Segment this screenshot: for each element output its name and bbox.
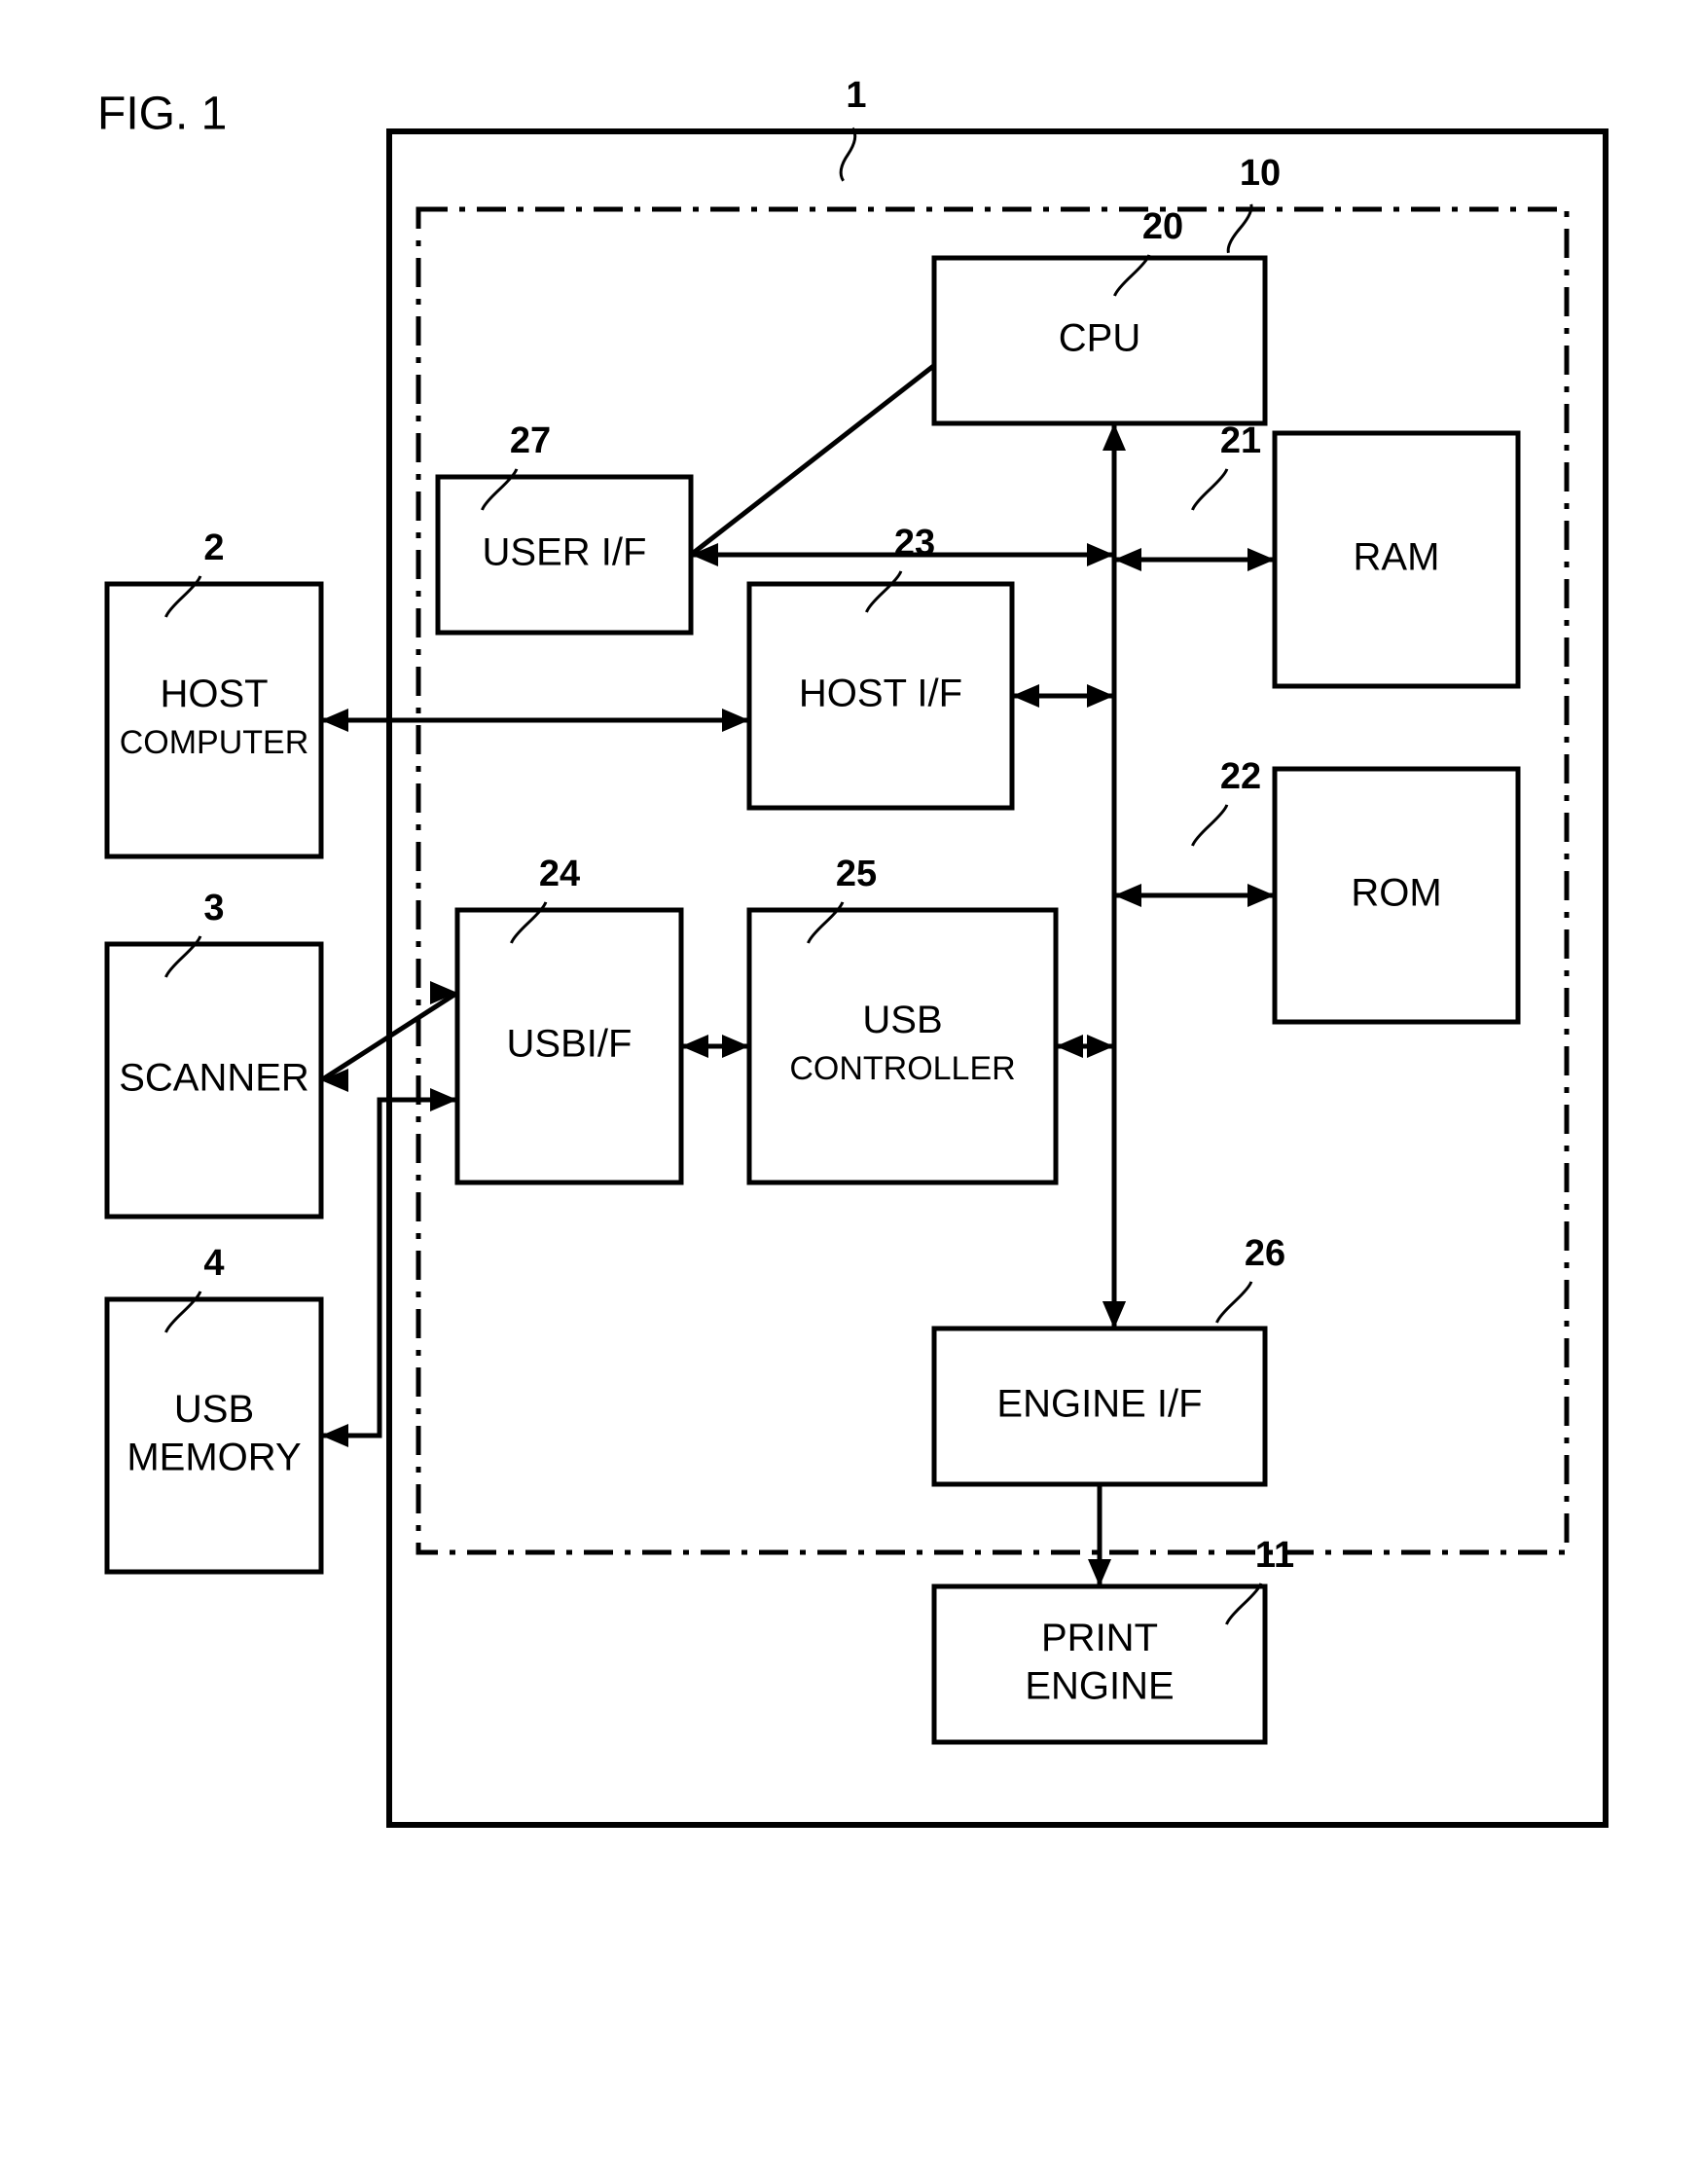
ref-4: 4	[203, 1243, 224, 1284]
usb-controller-block-label1: USB	[862, 999, 942, 1041]
ram-block-label: RAM	[1354, 536, 1440, 579]
ref-3: 3	[203, 888, 224, 928]
host-computer-block-label2: COMPUTER	[120, 724, 309, 761]
host-computer-block	[107, 584, 321, 856]
ref-20: 20	[1142, 206, 1183, 247]
print-engine-block-label1: PRINT	[1041, 1617, 1158, 1659]
user-if-block-label: USER I/F	[483, 531, 647, 574]
ref-24: 24	[539, 854, 580, 894]
usb-memory-block-label1: USB	[174, 1388, 254, 1431]
host-if-block-label: HOST I/F	[799, 673, 962, 715]
print-engine-block-label2: ENGINE	[1025, 1664, 1174, 1707]
usb-if-block-label: USBI/F	[507, 1023, 633, 1066]
rom-block-label: ROM	[1351, 872, 1441, 915]
usb-memory-block-label2: MEMORY	[127, 1436, 301, 1478]
scanner-block-label: SCANNER	[119, 1057, 309, 1100]
usb-controller-block	[749, 910, 1056, 1183]
ref-27: 27	[510, 420, 551, 461]
usb-controller-block-label2: CONTROLLER	[789, 1050, 1015, 1087]
ref-25: 25	[836, 854, 877, 894]
ref-23: 23	[894, 523, 935, 564]
ref-21: 21	[1220, 420, 1261, 461]
engine-if-block-label: ENGINE I/F	[996, 1383, 1202, 1426]
host-computer-block-label1: HOST	[160, 673, 268, 715]
ref-10: 10	[1240, 153, 1281, 194]
ref-2: 2	[203, 528, 224, 568]
ref-11: 11	[1255, 1535, 1294, 1576]
ref-26: 26	[1245, 1233, 1285, 1274]
cpu-block-label: CPU	[1059, 317, 1140, 360]
figure-title: FIG. 1	[97, 89, 227, 140]
ref-1: 1	[846, 75, 866, 116]
ref-22: 22	[1220, 756, 1261, 797]
block-diagram: FIG. 1 CPU RAM ROM HOST I/F USBI/F USB CONTROLL…	[0, 0, 1699, 2184]
